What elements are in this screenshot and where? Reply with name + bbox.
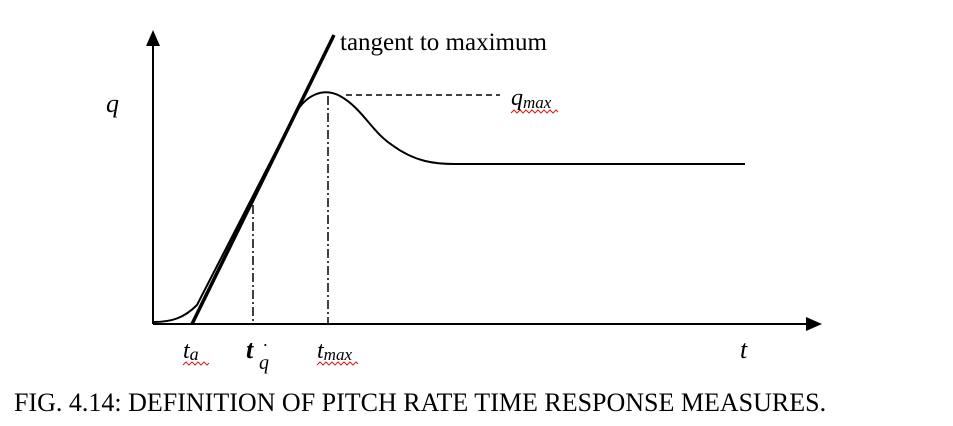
tqdot-label-base: t — [246, 335, 254, 364]
svg-text:qmax: qmax — [511, 85, 552, 112]
tqdot-label-accent: ˙ — [262, 340, 269, 362]
x-axis-arrowhead — [806, 317, 822, 331]
response-curve — [152, 91, 745, 323]
tangent-label: tangent to maximum — [340, 29, 547, 56]
ta-spellcheck-squiggle — [182, 361, 210, 366]
svg-text:ta: ta — [183, 338, 199, 364]
figure-caption: FIG. 4.14: DEFINITION OF PITCH RATE TIME… — [14, 388, 827, 417]
tqdot-label: t q ˙ — [246, 335, 269, 374]
svg-text:tmax: tmax — [317, 338, 352, 364]
qmax-spellcheck-squiggle — [510, 109, 559, 114]
tmax-label: tmax — [316, 338, 359, 366]
y-axis-arrowhead — [146, 30, 160, 46]
qmax-label-base: q — [511, 85, 523, 111]
x-axis-label: t — [740, 335, 748, 364]
tmax-spellcheck-squiggle — [316, 361, 359, 366]
y-axis-label: q — [106, 89, 119, 118]
qmax-label-sub: max — [523, 93, 552, 112]
ta-label-sub: a — [190, 344, 199, 364]
ta-label: ta — [182, 338, 210, 366]
tangent-line — [190, 34, 336, 325]
ta-label-base: t — [183, 338, 191, 364]
tqdot-label-sub: q — [259, 352, 269, 374]
tmax-label-sub: max — [324, 345, 353, 364]
tmax-label-base: t — [317, 338, 325, 364]
qmax-label: qmax — [510, 85, 559, 114]
